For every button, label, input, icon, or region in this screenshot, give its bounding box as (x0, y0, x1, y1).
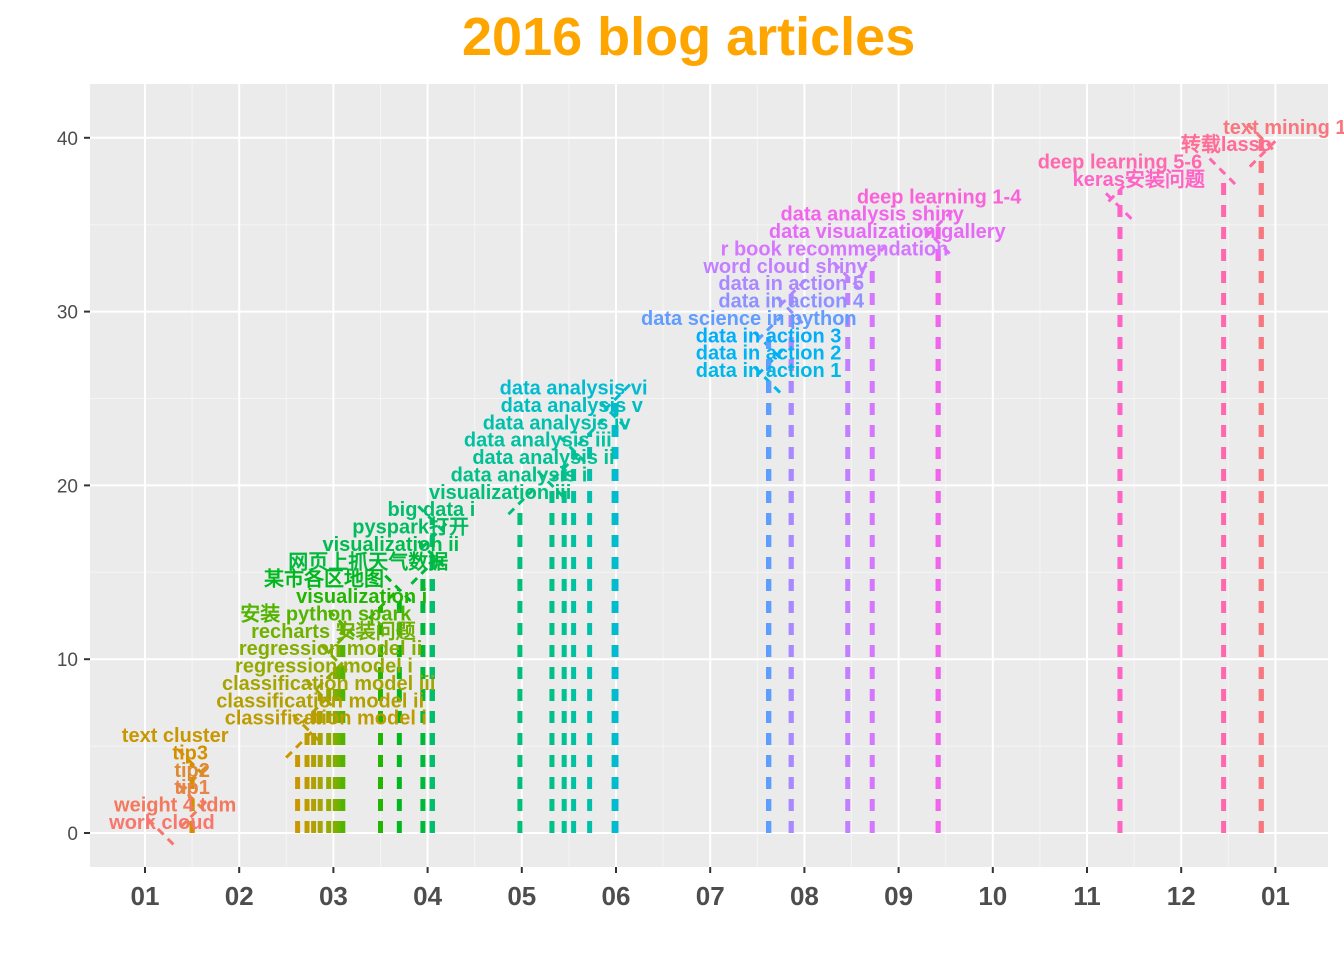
article-leader (923, 209, 954, 240)
tick-marks (84, 136, 1277, 873)
article-label: text mining 1 (1223, 117, 1344, 139)
x-tick-label: 11 (1073, 881, 1101, 911)
article-label: data in action 5 (718, 273, 864, 295)
article-leader (146, 817, 178, 849)
article-leader (327, 609, 358, 640)
x-tick-label: 06 (602, 881, 631, 911)
article-leader (177, 748, 208, 779)
article-leader (305, 678, 336, 710)
x-tick-label: 01 (131, 881, 160, 911)
article-label: 转载lasso (1181, 132, 1272, 156)
article-label: classification model ii (216, 690, 424, 712)
x-tick-label: 03 (319, 881, 348, 911)
x-tick-label: 05 (507, 881, 536, 911)
article-label: 安装 python spark (240, 601, 412, 625)
article-label: classification model i (225, 708, 427, 730)
article-label: tip3 (172, 742, 208, 764)
plot-panel (90, 84, 1328, 867)
article-label: pyspark打开 (352, 515, 469, 539)
chart-title: 2016 blog articles (462, 7, 916, 67)
article-label: big data i (387, 499, 475, 521)
y-tick-label: 40 (57, 129, 78, 150)
article-leader (365, 591, 396, 623)
article-label: recharts 安装问题 (251, 619, 416, 643)
article-label: tip2 (174, 760, 210, 782)
article-leader (298, 696, 329, 727)
x-tick-label: 02 (225, 881, 254, 911)
article-label: data science in python (641, 308, 857, 330)
article-leader (600, 383, 632, 414)
article-leader (574, 418, 605, 449)
x-axis-labels: 01 02 03 04 05 06 07 08 09 10 11 12 01 (131, 881, 1290, 911)
x-tick-label: 08 (790, 881, 819, 911)
article-label: data analysis shiny (781, 204, 965, 226)
article-leader (417, 505, 448, 536)
article-label: word cloud shiny (702, 256, 868, 278)
x-tick-label: 10 (978, 881, 1007, 911)
article-label: regression model ii (239, 638, 422, 660)
article-label: data analysis v (501, 395, 644, 417)
article-leader (384, 574, 415, 605)
x-tick-label: 09 (884, 881, 913, 911)
article-label: visualization iii (429, 482, 571, 504)
article-label: data in action 2 (696, 343, 842, 365)
article-label: r book recommendation (721, 238, 949, 260)
article-label: regression model i (235, 656, 413, 678)
article-label: data analysis vi (500, 378, 648, 400)
article-label: data analysis iii (464, 430, 612, 452)
x-tick-label: 01 (1261, 881, 1290, 911)
article-label: visualization i (296, 586, 427, 608)
article-label: data in action 3 (696, 325, 842, 347)
article-label: data in action 1 (696, 360, 842, 382)
y-tick-label: 0 (67, 824, 78, 845)
y-axis-labels: 0 10 20 30 40 (57, 129, 78, 845)
article-label: data in action 4 (718, 291, 864, 313)
article-label: work cloud (108, 812, 215, 834)
y-tick-label: 20 (57, 476, 78, 497)
article-leader (753, 313, 784, 345)
article-leader (832, 261, 863, 292)
article-label: keras安装问题 (1073, 167, 1206, 191)
article-leader (536, 470, 568, 501)
article-leader (1208, 157, 1239, 188)
article-leader (1246, 122, 1277, 153)
article-label: data visualization gallery (769, 221, 1007, 243)
article-label: 某市各区地图 (264, 567, 384, 591)
article-label: deep learning 1-4 (857, 186, 1022, 208)
article-leader (323, 626, 355, 657)
article-label: classification model iii (222, 673, 435, 695)
article-label: weight 4 tdm (113, 795, 236, 817)
article-leader (857, 244, 888, 275)
article-label: deep learning 5-6 (1038, 152, 1203, 174)
article-label: data analysis ii (472, 447, 614, 469)
x-tick-label: 04 (413, 881, 442, 911)
article-label: text cluster (122, 725, 229, 747)
article-label: data analysis i (451, 464, 588, 486)
article-leader (599, 400, 630, 431)
article-label: visualization ii (323, 534, 460, 556)
article-leader (291, 713, 323, 744)
article-stems (146, 122, 1277, 849)
article-label: data analysis iv (483, 412, 632, 434)
article-leader (1104, 174, 1136, 206)
x-tick-label: 12 (1167, 881, 1196, 911)
article-label: tip1 (174, 777, 210, 799)
article-leader (558, 435, 589, 466)
article-label: 网页上抓天气数据 (288, 549, 448, 573)
x-tick-label: 07 (696, 881, 725, 911)
article-leader (504, 487, 535, 518)
y-tick-label: 10 (57, 650, 78, 671)
article-leader (776, 279, 807, 310)
y-tick-label: 30 (57, 303, 78, 324)
